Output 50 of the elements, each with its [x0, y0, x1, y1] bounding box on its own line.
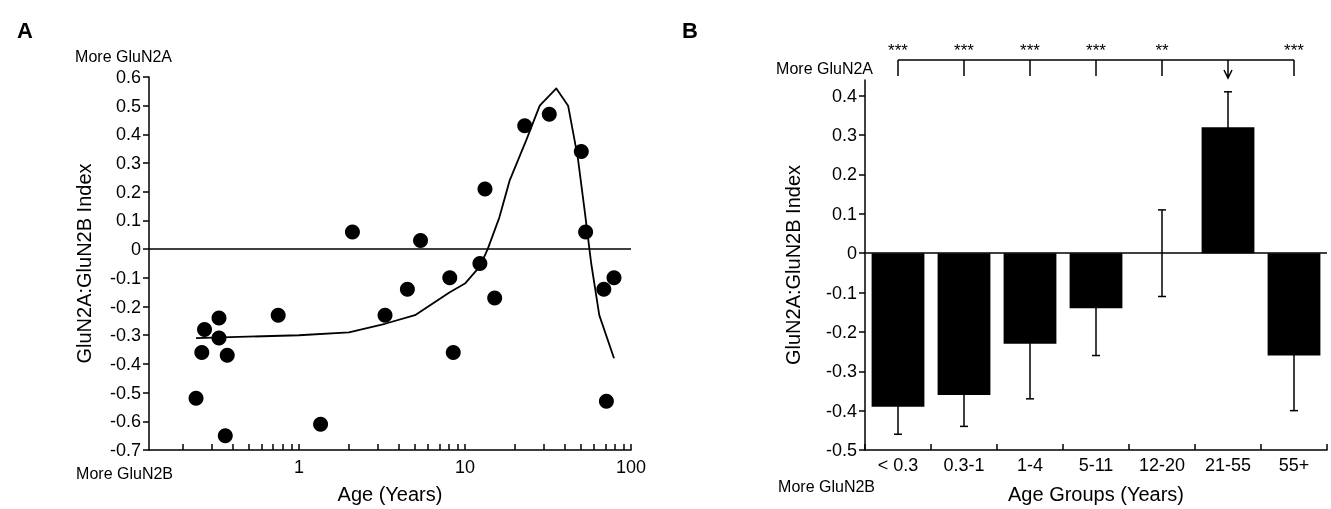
y-tick-label: -0.7 — [109, 440, 141, 460]
y-tick-label: 0.6 — [115, 67, 141, 87]
annotation: ** — [1155, 40, 1169, 60]
text: More GluN2A — [75, 47, 173, 65]
y-tick-label: 0.5 — [115, 95, 141, 116]
y-tick-label: -0.5 — [109, 382, 141, 403]
y-tick-label: 0.2 — [831, 164, 857, 185]
x-tick-label: 55+ — [1278, 455, 1310, 475]
y-tick-label: 0 — [130, 239, 141, 260]
y-tick-label: -0.3 — [109, 325, 141, 346]
x-tick-label: 0.3-1 — [943, 455, 985, 475]
annotation: *** — [954, 40, 975, 60]
x-axis-title: Age Groups (Years) — [1007, 483, 1185, 505]
x-tick-label: 10 — [454, 457, 475, 477]
x-tick-label: 5-11 — [1078, 455, 1114, 475]
y-tick-label: 0 — [846, 243, 857, 264]
x-tick-label: 1 — [293, 457, 304, 477]
y-tick-label: -0.4 — [825, 400, 857, 421]
annotation: *** — [1086, 40, 1107, 60]
y-tick-label: 0.4 — [831, 85, 857, 106]
y-tick-label: -0.1 — [825, 282, 857, 303]
text: More GluN2B — [76, 464, 173, 482]
x-tick-label: 21-55 — [1204, 455, 1252, 475]
annotation: *** — [1284, 40, 1305, 60]
y-tick-label: -0.3 — [825, 361, 857, 382]
y-tick-label: 0.2 — [115, 181, 141, 202]
y-tick-label: -0.6 — [109, 411, 141, 432]
text: More GluN2B — [778, 477, 875, 495]
y-tick-label: 0.3 — [831, 125, 857, 146]
annotation: *** — [1020, 40, 1041, 60]
text: More GluN2A — [776, 59, 874, 77]
x-tick-label: 1-4 — [1016, 455, 1044, 475]
x-tick-label: 100 — [615, 457, 647, 477]
annotation: *** — [888, 40, 909, 60]
y-tick-label: 0.1 — [831, 203, 857, 224]
y-tick-label: 0.3 — [115, 153, 141, 174]
x-tick-label: < 0.3 — [877, 455, 919, 475]
y-tick-label: -0.5 — [825, 440, 857, 460]
y-tick-label: -0.2 — [109, 296, 141, 317]
x-axis-title: Age (Years) — [337, 483, 443, 505]
y-tick-label: 0.1 — [115, 210, 141, 231]
y-axis-title: GluN2A:GluN2B Index — [73, 163, 95, 364]
y-tick-label: -0.4 — [109, 353, 141, 374]
y-tick-label: -0.1 — [109, 267, 141, 288]
x-tick-label: 12-20 — [1138, 455, 1186, 475]
y-tick-label: 0.4 — [115, 124, 141, 145]
y-axis-title: GluN2A:GluN2B Index — [782, 164, 804, 366]
chart-title: A — [17, 17, 33, 43]
chart-title: B — [682, 17, 698, 43]
y-tick-label: -0.2 — [825, 321, 857, 342]
